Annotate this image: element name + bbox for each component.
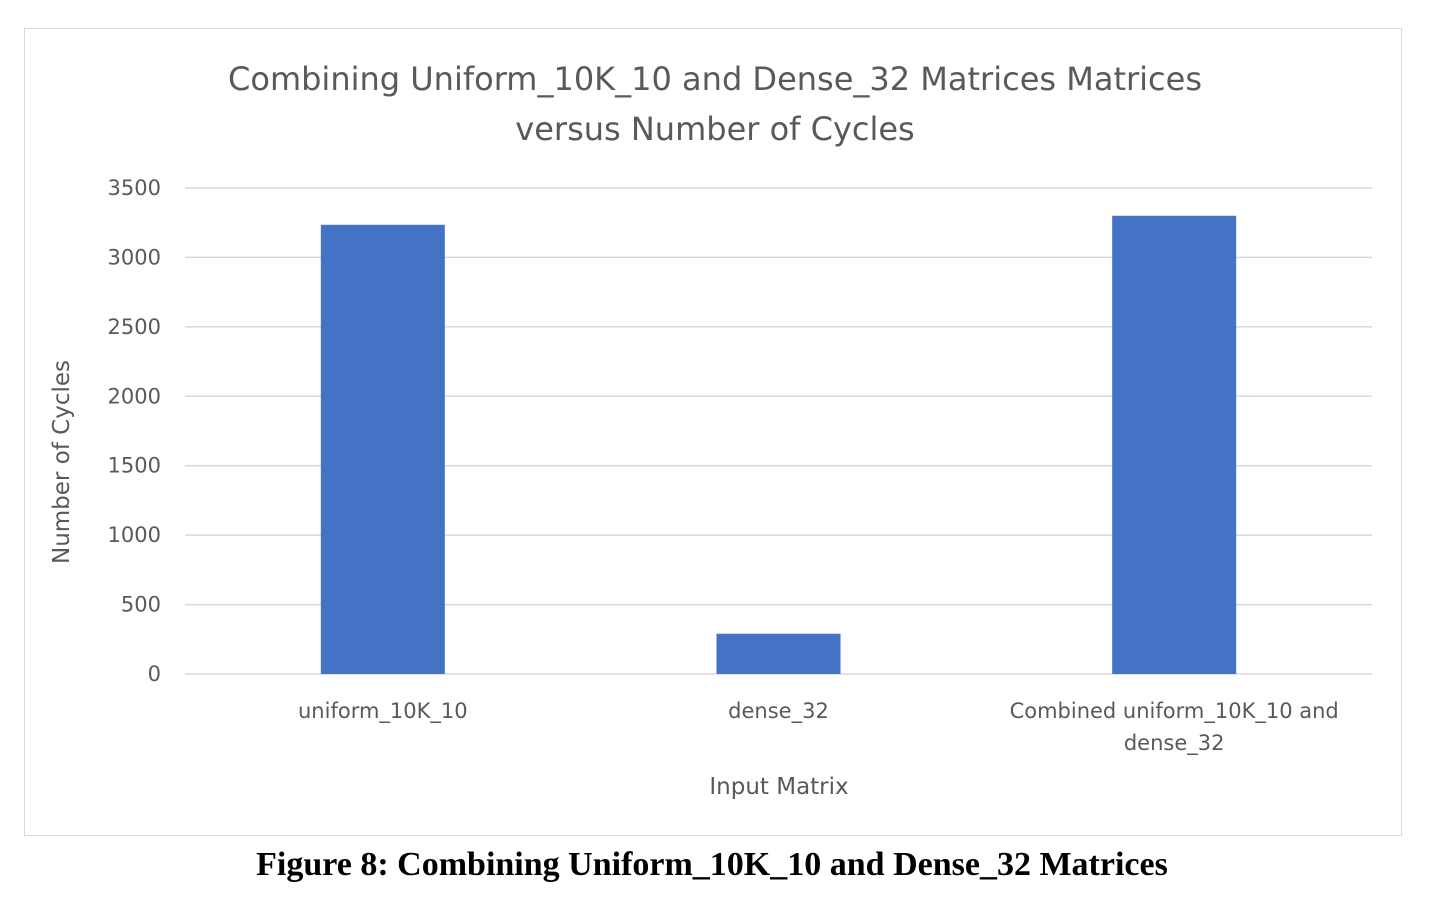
bar-combined-uniform-10k-10-and-dense-32 [1112, 215, 1237, 674]
bar-uniform-10k-10 [320, 224, 445, 674]
y-tick-label: 1000 [108, 523, 161, 547]
chart-title-line: versus Number of Cycles [515, 110, 914, 148]
chart-frame: Combining Uniform_10K_10 and Dense_32 Ma… [24, 28, 1402, 836]
x-category-label: dense_32 [728, 699, 829, 724]
y-tick-label: 2500 [108, 315, 161, 339]
y-tick-label: 500 [121, 593, 161, 617]
chart-title-line: Combining Uniform_10K_10 and Dense_32 Ma… [228, 60, 1202, 98]
x-category-label: Combined uniform_10K_10 and [1010, 699, 1339, 724]
chart-title: Combining Uniform_10K_10 and Dense_32 Ma… [228, 60, 1202, 148]
y-tick-label: 3500 [108, 176, 161, 200]
bar-dense-32 [716, 633, 841, 674]
x-category-label: uniform_10K_10 [298, 699, 468, 724]
y-tick-label: 0 [148, 662, 161, 686]
bar-chart: Combining Uniform_10K_10 and Dense_32 Ma… [49, 60, 1372, 800]
x-category-label: dense_32 [1124, 731, 1225, 756]
y-tick-label: 2000 [108, 384, 161, 408]
y-tick-label: 1500 [108, 454, 161, 478]
figure-caption: Figure 8: Combining Uniform_10K_10 and D… [256, 846, 1168, 883]
bars [320, 215, 1237, 674]
x-category-labels: uniform_10K_10 dense_32 Combined uniform_1… [298, 699, 1339, 756]
y-tick-labels: 0 500 1000 1500 2000 2500 3000 3500 [108, 176, 161, 686]
y-tick-label: 3000 [108, 245, 161, 269]
x-axis-title: Input Matrix [709, 774, 848, 800]
y-axis-title: Number of Cycles [49, 360, 75, 564]
